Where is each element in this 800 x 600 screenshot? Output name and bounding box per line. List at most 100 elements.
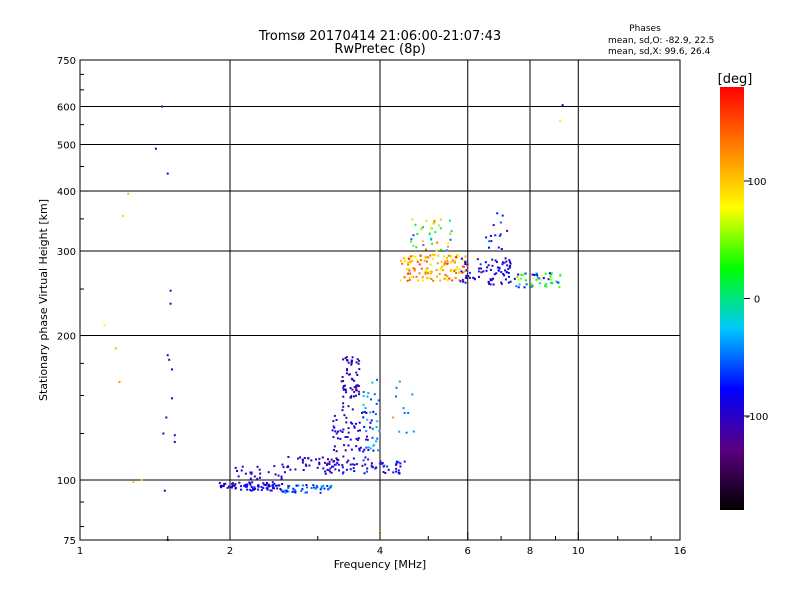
data-point <box>422 226 425 229</box>
data-point <box>414 223 417 226</box>
data-point <box>395 460 398 463</box>
data-point <box>335 450 338 453</box>
data-point <box>352 467 355 470</box>
data-points <box>103 104 564 541</box>
data-point <box>351 422 354 425</box>
data-point <box>551 282 554 285</box>
data-point <box>407 263 410 266</box>
data-point <box>382 465 385 468</box>
data-point <box>346 359 349 362</box>
data-point <box>321 456 324 459</box>
data-point <box>342 402 345 405</box>
data-point <box>357 437 360 440</box>
data-point <box>379 460 382 463</box>
data-point <box>449 231 452 234</box>
data-point <box>444 260 447 263</box>
data-point <box>543 284 546 287</box>
data-point <box>236 470 238 472</box>
data-point <box>283 471 286 474</box>
data-point <box>537 276 539 279</box>
data-point <box>332 425 335 428</box>
data-point <box>447 245 449 248</box>
data-point <box>349 463 352 466</box>
data-point <box>372 410 375 413</box>
data-point <box>402 257 405 260</box>
data-point <box>169 302 172 305</box>
data-point <box>438 224 440 227</box>
data-point <box>517 286 520 289</box>
data-point <box>461 278 464 281</box>
data-point <box>371 465 374 468</box>
data-point <box>509 280 512 283</box>
chart-subtitle: RwPretec (8p) <box>334 42 425 57</box>
data-point <box>408 268 411 270</box>
data-point <box>395 463 398 466</box>
data-point <box>505 271 508 274</box>
data-point <box>359 446 362 449</box>
data-point <box>257 484 260 487</box>
data-point <box>392 416 395 419</box>
data-point <box>287 490 290 493</box>
data-point <box>346 461 349 464</box>
data-point <box>455 256 458 258</box>
data-point <box>492 224 495 227</box>
data-point <box>407 258 410 260</box>
data-point <box>441 265 444 268</box>
data-point <box>350 421 352 424</box>
data-point <box>356 384 359 387</box>
data-point <box>351 408 354 411</box>
data-point <box>344 389 347 392</box>
data-point <box>359 429 361 432</box>
data-point <box>491 258 494 261</box>
data-point <box>293 490 296 493</box>
data-point <box>233 484 236 487</box>
data-point <box>273 465 276 468</box>
data-point <box>353 395 355 398</box>
data-point <box>413 268 416 271</box>
data-point <box>500 281 503 284</box>
data-point <box>355 445 358 448</box>
data-point <box>336 437 339 440</box>
data-point <box>412 255 415 257</box>
data-point <box>365 430 368 433</box>
data-point <box>286 466 289 469</box>
data-point <box>276 487 279 490</box>
data-point <box>406 279 409 282</box>
data-point <box>462 265 465 268</box>
data-point <box>350 395 353 398</box>
data-point <box>358 447 361 450</box>
data-point <box>327 458 329 461</box>
data-point <box>166 354 169 357</box>
data-point <box>469 271 471 274</box>
data-point <box>372 449 375 452</box>
data-point <box>544 272 547 275</box>
data-point <box>103 324 106 327</box>
data-point <box>357 429 360 432</box>
data-point <box>356 358 359 361</box>
data-point <box>319 491 322 494</box>
data-point <box>400 259 402 262</box>
data-point <box>315 484 318 487</box>
data-point <box>347 431 350 434</box>
data-point <box>377 399 380 402</box>
data-point <box>324 461 326 464</box>
data-point <box>337 463 340 466</box>
data-point <box>515 285 518 288</box>
data-point <box>378 429 381 432</box>
data-point <box>488 282 490 285</box>
data-point <box>384 472 387 474</box>
data-point <box>425 256 428 259</box>
stats-line-o: mean, sd,O: -82.9, 22.5 <box>608 36 714 46</box>
data-point <box>559 274 562 277</box>
data-point <box>410 260 413 263</box>
data-point <box>302 469 305 471</box>
data-point <box>168 358 171 361</box>
data-point <box>277 484 280 487</box>
data-point <box>353 470 356 472</box>
data-point <box>418 272 421 275</box>
data-point <box>489 268 492 271</box>
data-point <box>256 477 259 480</box>
data-point <box>342 395 345 398</box>
colorbar-label: [deg] <box>718 72 753 87</box>
data-point <box>414 256 417 259</box>
